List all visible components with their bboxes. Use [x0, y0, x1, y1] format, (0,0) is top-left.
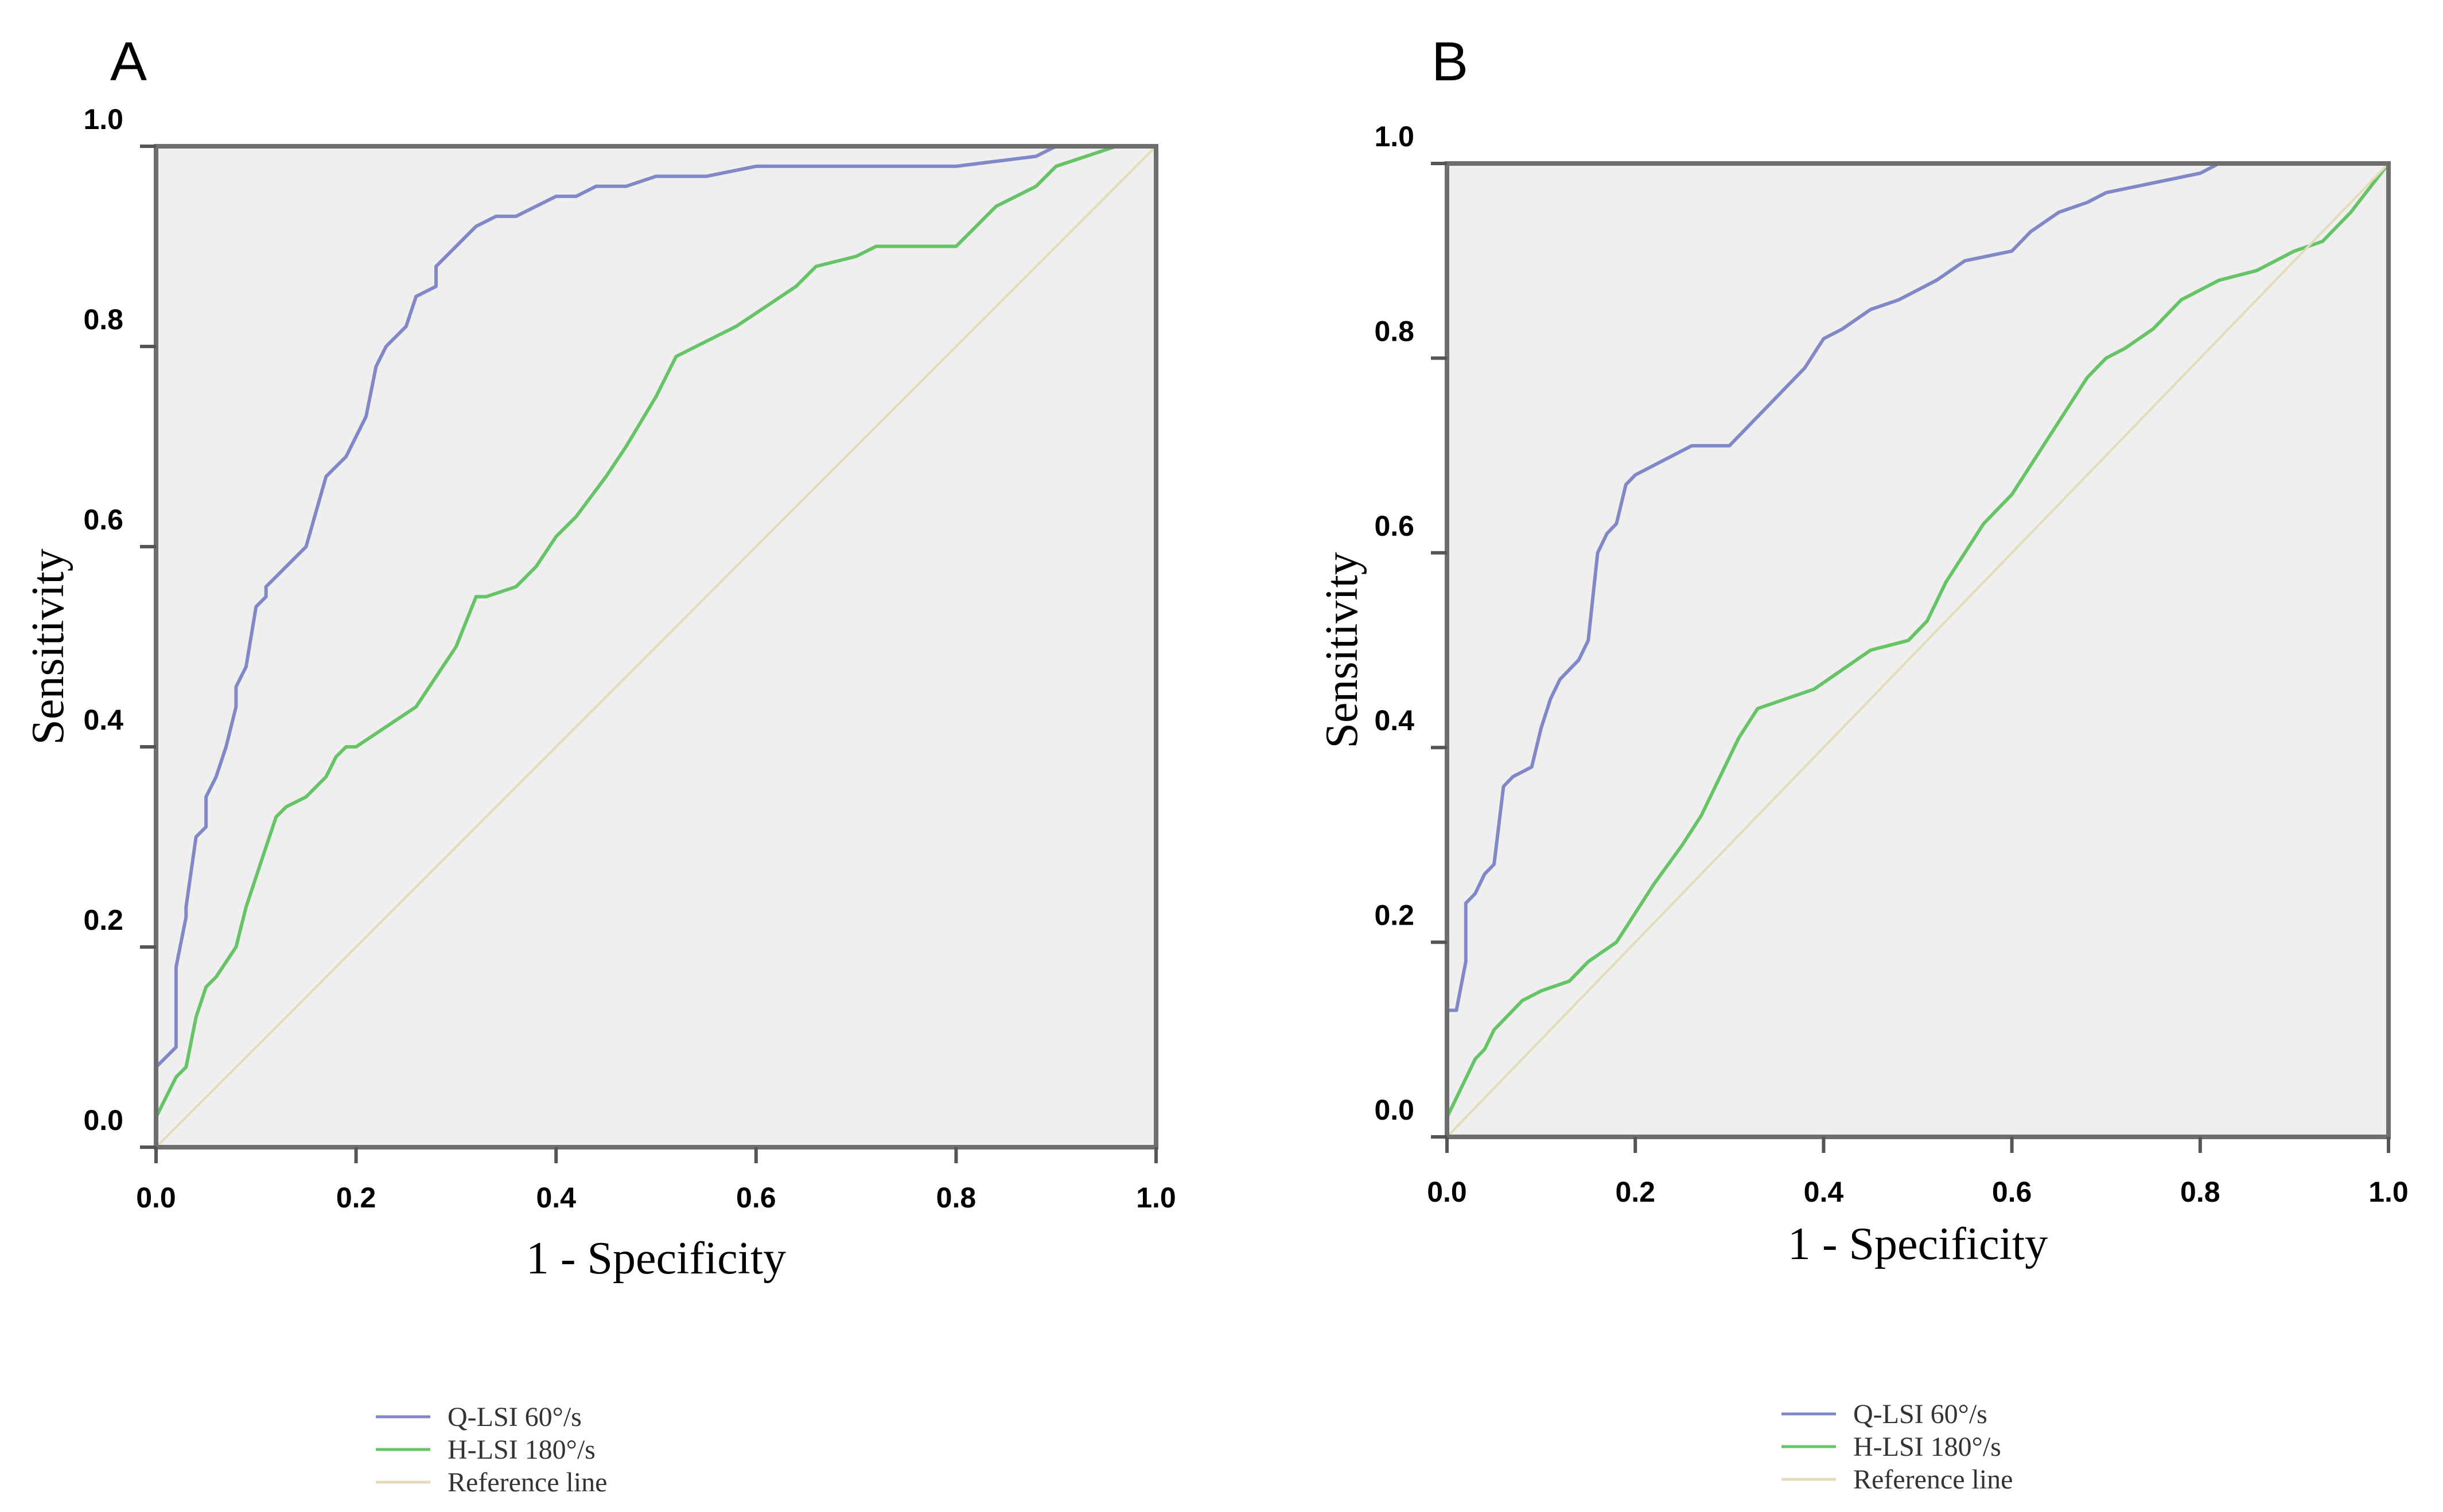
x-tick-label: 0.0 [136, 1182, 176, 1214]
x-tick-label: 0.2 [336, 1182, 376, 1214]
series-line-3 [1446, 162, 2390, 1138]
plot-frame [154, 144, 1158, 1149]
x-axis-title: 1 - Specificity [1788, 1219, 2048, 1269]
x-tick-label: 0.4 [536, 1182, 576, 1214]
legend-label-2: H-LSI 180°/s [1853, 1432, 2001, 1462]
legend-label-1: Q-LSI 60°/s [448, 1402, 582, 1432]
legend-label-2: H-LSI 180°/s [448, 1435, 596, 1465]
y-tick-label: 0.6 [1374, 510, 1414, 542]
y-tick-label: 0.4 [1374, 704, 1414, 736]
chart-panel-a: A 0.0 0.2 0.4 0.6 0.8 1.0 0.0 0.2 0.4 0.6 0.8 1.0 1 -… [23, 31, 1176, 1498]
legend-label-1: Q-LSI 60°/s [1853, 1399, 1987, 1429]
series-line-1 [154, 145, 1156, 1147]
y-tick-label: 0.8 [1374, 315, 1414, 347]
y-axis-title: Sensitivity [23, 548, 73, 745]
plot-frame [1445, 161, 2391, 1139]
series-line-2 [1445, 162, 2390, 1137]
x-tick-label: 0.8 [2180, 1176, 2220, 1208]
y-tick-label: 0.2 [1374, 899, 1414, 932]
legend-label-3: Reference line [448, 1467, 607, 1498]
panel-letter: B [1431, 31, 1468, 92]
y-tick-label: 1.0 [1374, 120, 1414, 153]
panel-letter: A [110, 31, 147, 92]
y-tick-label: 0.0 [83, 1104, 123, 1136]
x-tick-label: 0.2 [1615, 1176, 1655, 1208]
x-tick-label: 0.6 [1992, 1176, 2032, 1208]
x-tick-label: 1.0 [2368, 1176, 2409, 1208]
x-tick-label: 0.6 [736, 1182, 776, 1214]
x-tick-label: 0.8 [936, 1182, 977, 1214]
y-tick-label: 0.6 [83, 504, 123, 536]
y-tick-label: 0.2 [83, 904, 123, 936]
y-tick-label: 0.4 [83, 704, 123, 736]
y-axis-title: Sensitivity [1317, 552, 1367, 748]
series-line-3 [155, 145, 1157, 1148]
series-line-1 [1445, 162, 2388, 1137]
x-tick-label: 0.0 [1427, 1176, 1467, 1208]
legend-label-3: Reference line [1853, 1464, 2013, 1495]
x-tick-label: 0.4 [1804, 1176, 1844, 1208]
chart-panel-b: B 0.0 0.2 0.4 0.6 0.8 1.0 0.0 0.2 0.4 0.6 0.8 1.0 1 -… [1317, 31, 2409, 1495]
x-tick-label: 1.0 [1136, 1182, 1176, 1214]
y-tick-label: 1.0 [83, 103, 123, 135]
x-axis-title: 1 - Specificity [526, 1233, 786, 1284]
y-tick-label: 0.0 [1374, 1094, 1414, 1126]
series-line-2 [154, 145, 1156, 1147]
y-tick-label: 0.8 [83, 303, 123, 336]
